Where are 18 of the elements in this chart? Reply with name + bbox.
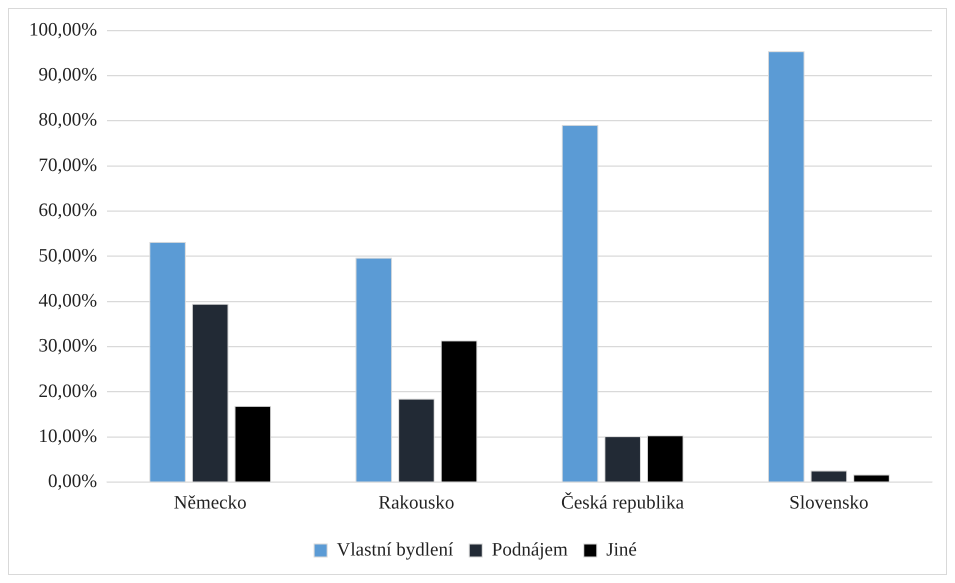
y-tick-label: 30,00% [38, 336, 98, 357]
y-tick-label: 70,00% [38, 154, 98, 176]
legend-label: Podnájem [492, 539, 568, 560]
y-tick-label: 80,00% [38, 110, 98, 131]
x-tick-label: Slovensko [789, 492, 868, 514]
y-tick-label: 90,00% [38, 64, 98, 86]
y-tick-label: 60,00% [38, 200, 98, 222]
x-tick-label: Česká republika [561, 492, 685, 514]
y-tick-label: 0,00% [48, 471, 98, 492]
y-tick-label: 20,00% [38, 380, 98, 402]
x-tick-label: Německo [174, 492, 247, 514]
y-tick-label: 50,00% [38, 245, 98, 266]
y-tick-label: 10,00% [38, 426, 98, 448]
y-tick-label: 40,00% [38, 290, 98, 312]
legend-label: Vlastní bydlení [336, 539, 454, 560]
y-tick-label: 100,00% [29, 19, 98, 40]
legend-label: Jiné [606, 539, 637, 560]
x-tick-label: Rakousko [378, 492, 454, 514]
